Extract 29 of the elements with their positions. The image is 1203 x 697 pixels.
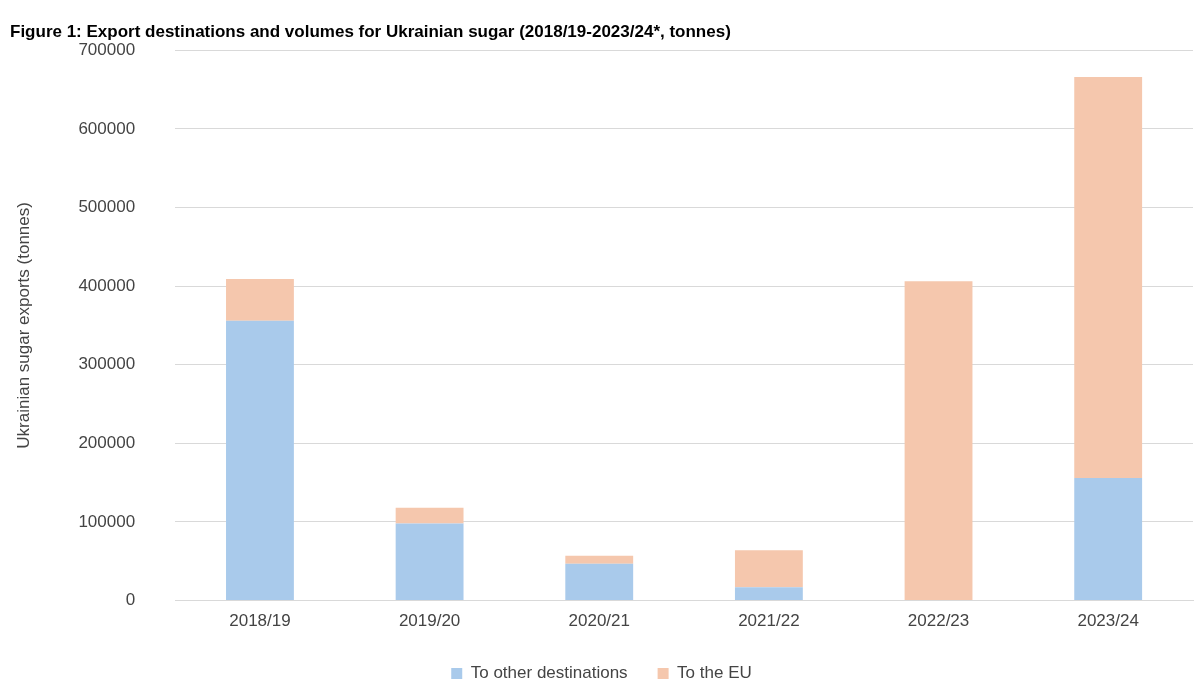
x-tick-label: 2019/20 bbox=[398, 611, 461, 631]
x-tick-label: 2023/24 bbox=[1077, 611, 1139, 631]
legend-label: To the EU bbox=[677, 663, 752, 683]
y-tick-label: 200000 bbox=[78, 433, 136, 453]
y-tick-label: 700000 bbox=[78, 39, 136, 59]
legend-label: To other destinations bbox=[470, 663, 628, 683]
bar bbox=[734, 550, 803, 588]
bar bbox=[565, 563, 634, 601]
y-tick-label: 300000 bbox=[78, 354, 136, 374]
bar bbox=[734, 587, 803, 601]
x-tick-label: 2021/22 bbox=[738, 611, 800, 631]
y-tick-label: 500000 bbox=[78, 197, 136, 217]
x-tick-label: 2020/21 bbox=[568, 611, 630, 631]
x-tick-label: 2022/23 bbox=[907, 611, 970, 631]
bar bbox=[226, 320, 294, 601]
y-axis-title: Ukrainian sugar exports (tonnes) bbox=[13, 202, 33, 449]
bar bbox=[904, 281, 973, 601]
bar bbox=[1074, 76, 1143, 478]
bar bbox=[1074, 477, 1143, 601]
y-tick-label: 400000 bbox=[78, 275, 136, 295]
bar bbox=[395, 507, 464, 524]
bar bbox=[226, 279, 294, 321]
y-tick-label: 600000 bbox=[78, 118, 136, 138]
bar bbox=[395, 523, 464, 601]
y-tick-label: 0 bbox=[125, 590, 136, 610]
bar bbox=[565, 555, 634, 564]
x-tick-label: 2018/19 bbox=[229, 611, 291, 631]
chart-title: Figure 1: Export destinations and volumes for Ukrainian sugar (2018/19-2023/24*, tonnes) bbox=[10, 21, 731, 41]
y-tick-label: 100000 bbox=[78, 511, 136, 531]
